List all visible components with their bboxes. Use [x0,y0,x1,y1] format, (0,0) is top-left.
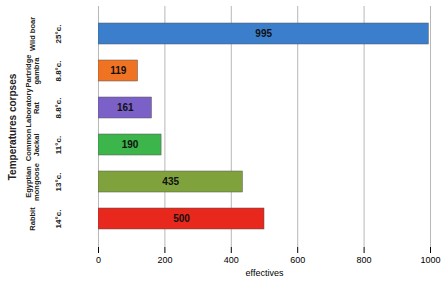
svg-text:435: 435 [162,176,179,187]
svg-text:161: 161 [117,102,134,113]
svg-text:effectives: effectives [246,268,284,278]
svg-text:Rabbit: Rabbit [28,207,37,231]
svg-text:200: 200 [157,255,172,265]
svg-text:CommonJackal: CommonJackal [24,128,41,161]
svg-text:Partridgegambra: Partridgegambra [24,55,41,88]
svg-text:Temperatures corpses: Temperatures corpses [7,73,18,180]
svg-text:8.8°c.: 8.8°c. [54,98,63,119]
svg-text:13°c.: 13°c. [54,173,63,192]
svg-text:25°c.: 25°c. [54,25,63,44]
svg-text:Wild boar: Wild boar [28,17,37,51]
svg-text:190: 190 [122,139,139,150]
svg-text:800: 800 [357,255,372,265]
svg-text:500: 500 [173,213,190,224]
svg-text:11°c.: 11°c. [54,136,63,154]
svg-text:119: 119 [110,65,127,76]
svg-text:Egyptianmongoose: Egyptianmongoose [24,163,41,201]
svg-text:1000: 1000 [420,255,440,265]
svg-text:14°c.: 14°c. [54,210,63,229]
svg-text:995: 995 [255,28,272,39]
svg-text:8.8°c.: 8.8°c. [54,61,63,82]
svg-text:600: 600 [290,255,305,265]
svg-text:0: 0 [96,255,101,265]
svg-text:400: 400 [224,255,239,265]
svg-text:LaboratoryRat: LaboratoryRat [24,88,41,128]
